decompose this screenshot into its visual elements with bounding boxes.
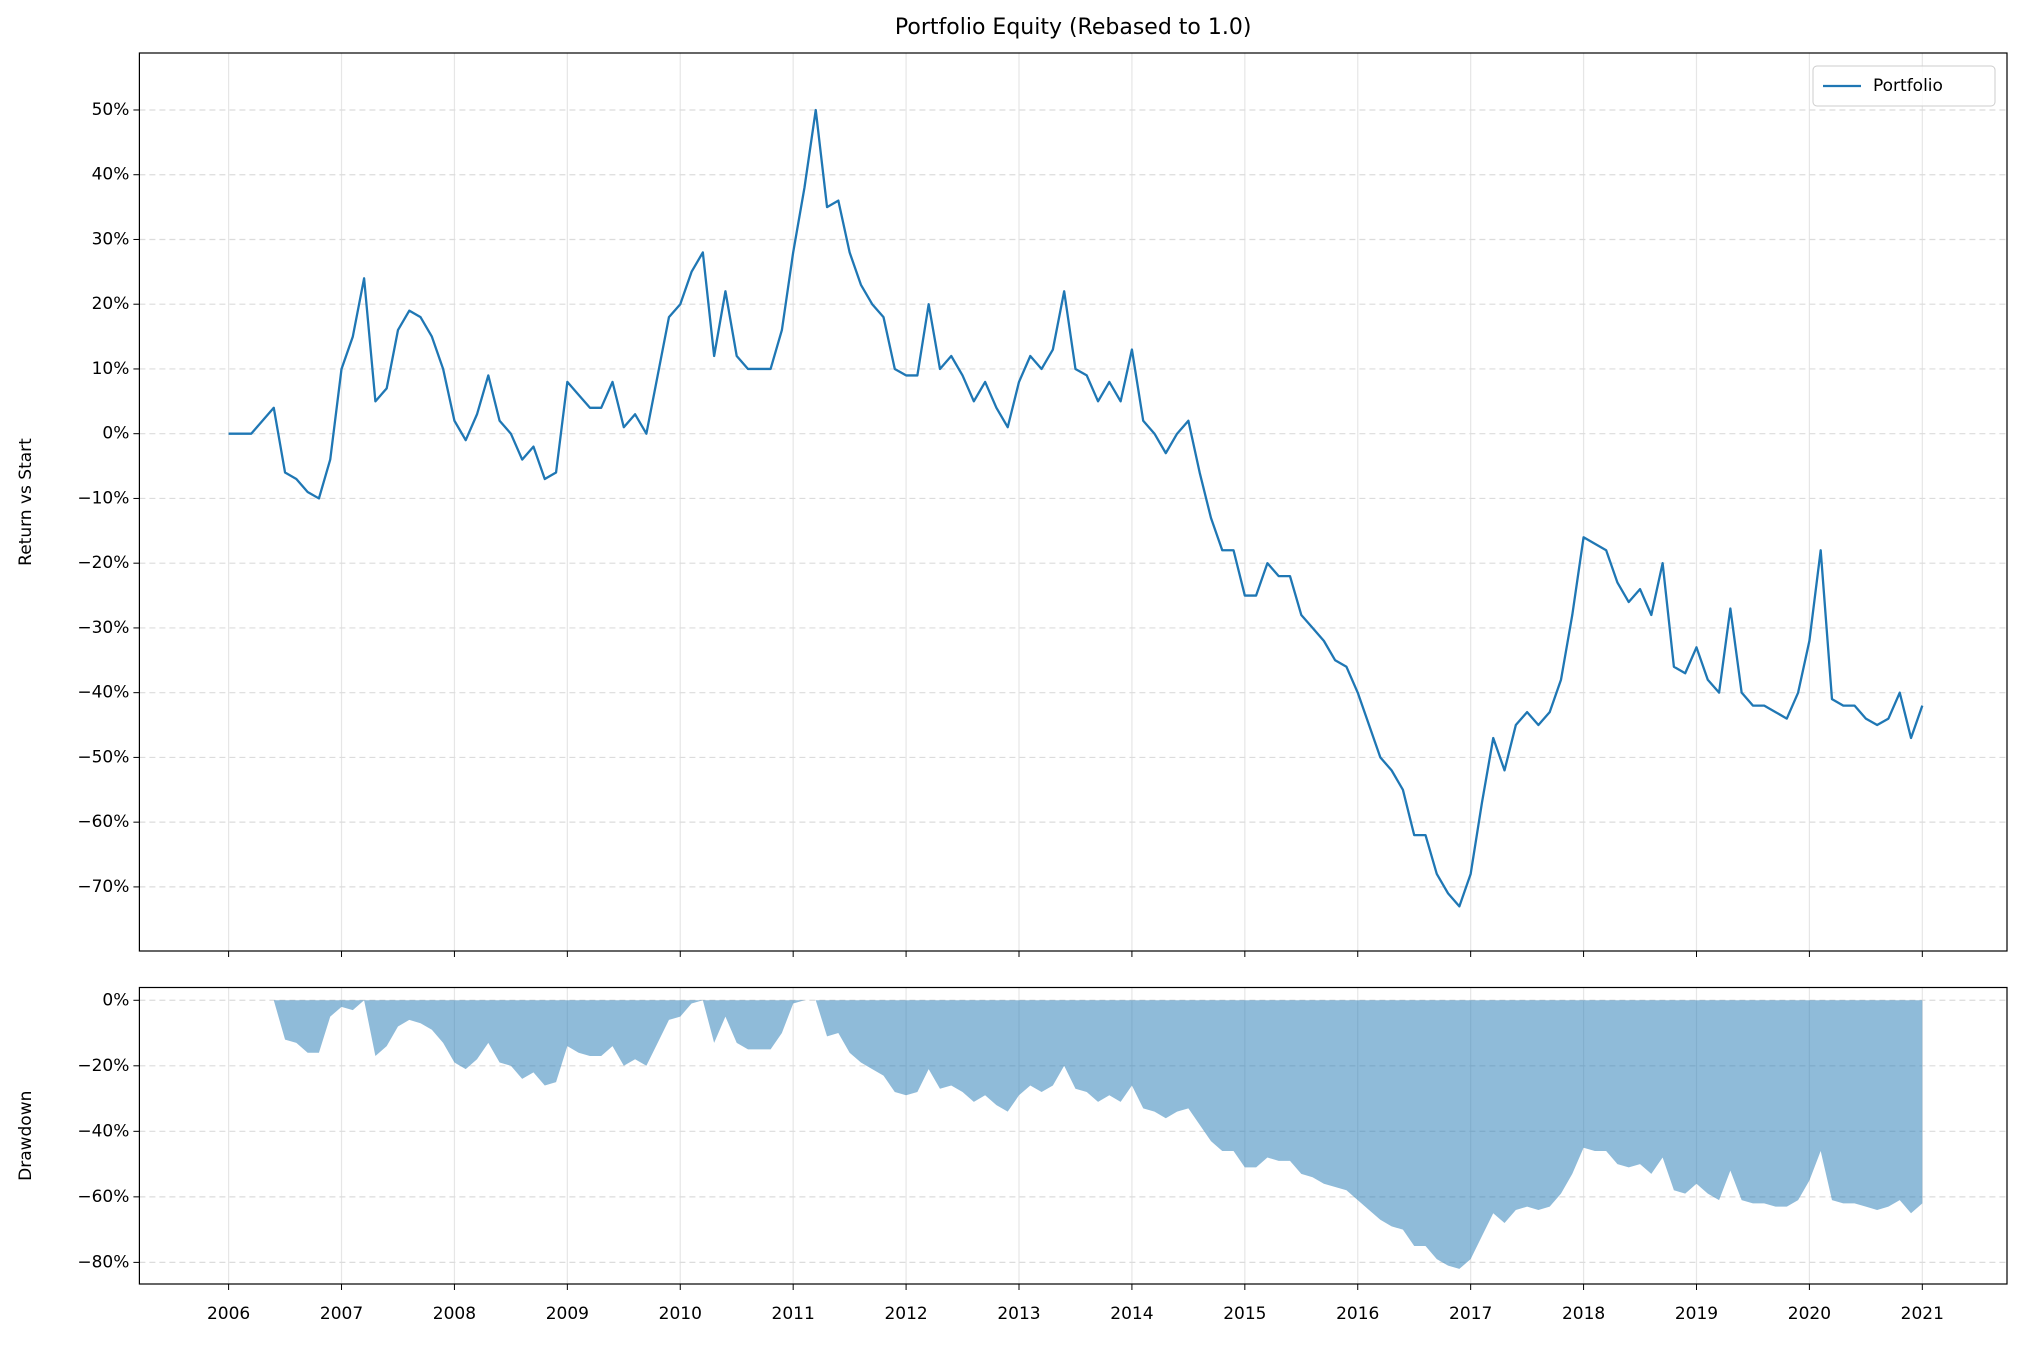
y-axis-label: Drawdown xyxy=(16,1091,36,1181)
x-tick-label: 2011 xyxy=(772,1304,815,1324)
y-tick-label: −10% xyxy=(77,488,129,508)
y-tick-label: −40% xyxy=(77,683,129,703)
x-tick-label: 2018 xyxy=(1562,1304,1605,1324)
axes-frame xyxy=(138,986,2008,1285)
x-tick-label: 2021 xyxy=(1901,1304,1944,1324)
y-tick-label: 10% xyxy=(92,359,130,379)
drawdown-area xyxy=(228,1000,1923,1269)
y-tick-label: −30% xyxy=(77,618,129,638)
x-tick-label: 2014 xyxy=(1110,1304,1153,1324)
x-tick-label: 2012 xyxy=(884,1304,927,1324)
y-tick-label: −20% xyxy=(77,1056,129,1076)
x-tick-label: 2007 xyxy=(320,1304,363,1324)
y-tick-label: −50% xyxy=(77,747,129,767)
y-tick-label: −80% xyxy=(77,1252,129,1272)
x-tick-label: 2013 xyxy=(997,1304,1040,1324)
y-tick-label: 20% xyxy=(92,294,130,314)
y-tick-label: −60% xyxy=(77,812,129,832)
axes-frame xyxy=(138,52,2008,952)
x-tick-label: 2017 xyxy=(1449,1304,1492,1324)
y-axis-label: Return vs Start xyxy=(16,438,36,566)
y-tick-label: 0% xyxy=(102,990,129,1010)
chart-title: Portfolio Equity (Rebased to 1.0) xyxy=(895,15,1252,40)
x-tick-label: 2016 xyxy=(1336,1304,1379,1324)
y-tick-label: 50% xyxy=(92,100,130,120)
x-tick-label: 2020 xyxy=(1788,1304,1831,1324)
y-tick-label: 30% xyxy=(92,229,130,249)
legend-box xyxy=(1812,65,1996,107)
y-tick-label: 40% xyxy=(92,165,130,185)
y-tick-label: −70% xyxy=(77,877,129,897)
x-tick-label: 2008 xyxy=(433,1304,476,1324)
y-tick-label: 0% xyxy=(102,424,129,444)
x-tick-label: 2019 xyxy=(1675,1304,1718,1324)
x-tick-label: 2006 xyxy=(207,1304,250,1324)
x-tick-label: 2015 xyxy=(1223,1304,1266,1324)
y-tick-label: −60% xyxy=(77,1187,129,1207)
x-tick-label: 2009 xyxy=(546,1304,589,1324)
y-tick-label: −40% xyxy=(77,1121,129,1141)
series-line xyxy=(228,108,1924,908)
legend-label: Portfolio xyxy=(1873,76,1943,96)
x-tick-label: 2010 xyxy=(659,1304,702,1324)
y-tick-label: −20% xyxy=(77,553,129,573)
